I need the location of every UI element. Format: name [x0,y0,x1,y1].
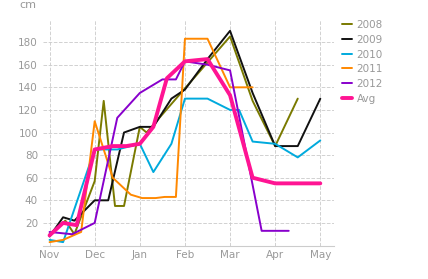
Avg [110,145,115,148]
2011 [182,37,187,40]
Avg [250,176,255,179]
Avg [124,145,129,148]
Avg [164,77,169,80]
Avg [318,182,323,185]
2012 [259,229,264,232]
Avg [273,182,278,185]
2010 [182,97,187,100]
Legend: 2008, 2009, 2010, 2011, 2012, Avg: 2008, 2009, 2010, 2011, 2012, Avg [342,20,383,104]
2009 [318,97,323,100]
2008 [63,219,68,222]
2008 [72,233,77,236]
2011 [173,195,178,199]
2011 [92,119,97,123]
2011 [162,195,167,199]
2012 [47,230,52,234]
2009 [205,57,210,61]
2012 [228,69,233,72]
2011 [228,86,233,89]
Avg [205,57,210,61]
2008 [92,179,97,183]
2012 [182,60,187,63]
2008 [273,145,278,148]
Avg [74,223,79,227]
2012 [70,233,75,236]
2008 [250,99,255,103]
2009 [250,91,255,95]
2008 [47,233,52,236]
Line: 2008: 2008 [50,37,298,234]
2011 [250,86,255,89]
2011 [153,196,158,200]
2010 [273,142,278,145]
2010 [295,156,300,159]
2010 [60,240,65,244]
2010 [137,142,143,145]
2009 [106,199,111,202]
2008 [295,97,300,100]
2010 [318,139,323,142]
2012 [205,63,210,66]
2010 [151,170,156,174]
2012 [273,229,278,232]
2011 [79,230,84,234]
2009 [228,29,233,32]
Avg [182,60,187,63]
Avg [137,142,143,145]
2010 [47,238,52,242]
Avg [60,221,65,225]
2011 [47,240,52,244]
2009 [151,125,156,129]
2011 [110,176,115,179]
2009 [72,219,77,222]
2011 [140,196,145,200]
Line: 2009: 2009 [50,31,320,237]
Text: cm: cm [20,1,36,11]
2012 [115,116,120,119]
2008 [228,35,233,38]
2008 [113,204,118,208]
2011 [60,238,65,242]
2010 [237,108,242,112]
2009 [122,131,127,134]
2010 [92,148,97,151]
Avg [228,93,233,97]
Line: 2011: 2011 [50,39,253,242]
2008 [122,204,127,208]
2009 [137,125,143,129]
Avg [295,182,300,185]
2009 [295,145,300,148]
2010 [228,108,233,112]
2008 [101,99,106,103]
2009 [169,97,174,100]
2012 [173,78,178,81]
2009 [60,216,65,219]
Line: 2012: 2012 [50,61,289,234]
2009 [92,199,97,202]
2010 [115,148,120,151]
2010 [250,140,255,143]
2008 [144,131,149,134]
Line: Avg: Avg [50,59,320,235]
2009 [47,235,52,238]
Avg [47,234,52,237]
2009 [182,88,187,91]
2011 [128,193,134,196]
2011 [205,37,210,40]
2012 [160,78,165,81]
2008 [137,125,143,129]
Line: 2010: 2010 [50,98,320,242]
Avg [92,148,97,151]
Avg [151,125,156,129]
2010 [169,142,174,145]
2012 [137,91,143,95]
2010 [205,97,210,100]
2012 [286,229,291,232]
2009 [273,145,278,148]
2012 [92,221,97,225]
